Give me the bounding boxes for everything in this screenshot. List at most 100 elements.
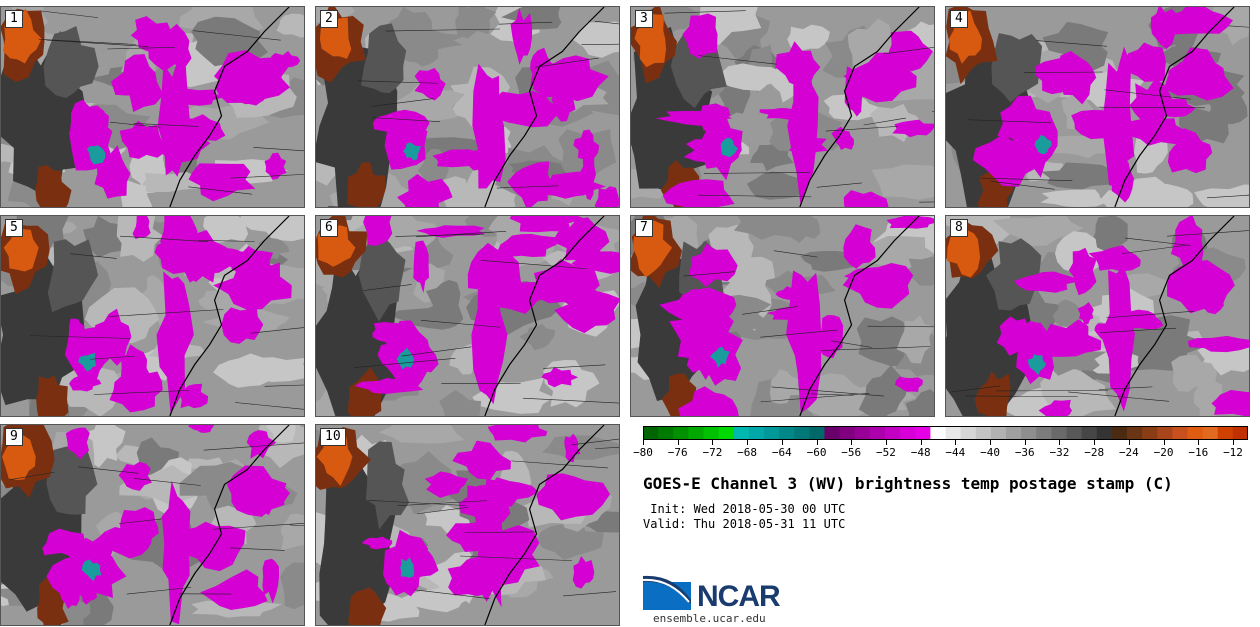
colorbar-tick bbox=[816, 440, 818, 445]
field-patch bbox=[541, 435, 619, 460]
field-patch bbox=[118, 461, 152, 491]
colorbar-swatch bbox=[975, 426, 992, 440]
panel-8: 8 bbox=[945, 215, 1250, 417]
state-boundary bbox=[358, 80, 438, 84]
colorbar-tick-label: −72 bbox=[702, 446, 723, 459]
state-boundary bbox=[742, 306, 798, 315]
panel-label: 7 bbox=[635, 219, 653, 237]
state-boundary bbox=[230, 174, 304, 179]
colorbar-swatch bbox=[1217, 426, 1234, 440]
field-patch bbox=[120, 179, 152, 207]
field-patch bbox=[1163, 7, 1234, 35]
field-patch bbox=[36, 375, 69, 416]
panel-label: 2 bbox=[320, 10, 338, 28]
field-patch bbox=[280, 562, 304, 610]
colorbar-swatch bbox=[1111, 426, 1128, 440]
colorbar-swatch bbox=[703, 426, 720, 440]
panel-map-9 bbox=[1, 425, 304, 625]
state-boundary bbox=[38, 39, 137, 45]
state-boundary bbox=[1121, 244, 1189, 254]
state-boundary bbox=[810, 393, 854, 396]
colorbar-swatch bbox=[1021, 426, 1037, 440]
colorbar-swatch bbox=[1066, 426, 1083, 440]
colorbar-tick-label: −28 bbox=[1084, 446, 1105, 459]
field-patch bbox=[1035, 57, 1077, 95]
colorbar-swatch bbox=[1187, 426, 1204, 440]
field-patch bbox=[77, 582, 101, 605]
state-boundary bbox=[821, 346, 931, 351]
panel-map-10 bbox=[316, 425, 619, 625]
colorbar-swatch bbox=[1202, 426, 1219, 440]
panel-map-8 bbox=[946, 216, 1249, 416]
field-patch bbox=[632, 218, 673, 278]
field-patch bbox=[594, 186, 619, 207]
field-patch bbox=[1100, 265, 1135, 412]
field-patch bbox=[413, 240, 430, 294]
colorbar-swatch bbox=[794, 426, 810, 440]
field-patch bbox=[842, 263, 914, 309]
figure-title: GOES-E Channel 3 (WV) brightness temp po… bbox=[643, 474, 1173, 493]
colorbar-swatch bbox=[673, 426, 689, 440]
colorbar-tick-label: −32 bbox=[1049, 446, 1070, 459]
field-patch bbox=[213, 50, 291, 105]
state-boundary bbox=[932, 111, 934, 112]
colorbar-tick-label: −44 bbox=[945, 446, 966, 459]
field-patch bbox=[1129, 78, 1175, 127]
colorbar-swatch bbox=[885, 426, 901, 440]
field-patch bbox=[111, 54, 164, 113]
field-patch bbox=[179, 383, 209, 409]
colorbar-swatch bbox=[1051, 426, 1067, 440]
state-boundary bbox=[1125, 237, 1191, 246]
field-patch bbox=[709, 346, 730, 368]
state-boundary bbox=[1167, 230, 1249, 237]
logo-url: ensemble.ucar.edu bbox=[653, 612, 766, 625]
colorbar-tick bbox=[990, 440, 992, 445]
field-patch bbox=[818, 315, 844, 359]
field-patch bbox=[871, 164, 934, 200]
field-patch bbox=[187, 425, 215, 433]
field-patch bbox=[119, 120, 167, 159]
field-patch bbox=[347, 161, 386, 207]
state-boundary bbox=[10, 471, 55, 480]
field-patch bbox=[3, 226, 39, 272]
field-patch bbox=[156, 271, 194, 415]
field-patch bbox=[1068, 247, 1097, 296]
state-boundary bbox=[825, 126, 898, 132]
field-patch bbox=[536, 473, 611, 521]
colorbar-tick-label: −80 bbox=[633, 446, 653, 459]
field-patch bbox=[1043, 135, 1116, 159]
state-boundary bbox=[965, 395, 1078, 397]
state-boundary bbox=[395, 233, 484, 237]
colorbar-swatch bbox=[900, 426, 916, 440]
field-patch bbox=[1117, 315, 1212, 371]
field-patch bbox=[361, 536, 393, 550]
field-patch bbox=[1188, 335, 1249, 353]
state-boundary bbox=[90, 355, 135, 360]
colorbar-tick bbox=[885, 440, 887, 445]
colorbar-swatch bbox=[764, 426, 780, 440]
field-patch bbox=[992, 216, 1084, 247]
field-patch bbox=[396, 347, 414, 370]
field-patch bbox=[157, 57, 191, 177]
field-patch bbox=[856, 316, 920, 367]
panel-label: 8 bbox=[950, 219, 968, 237]
field-patch bbox=[509, 216, 585, 233]
coastline bbox=[169, 7, 290, 207]
state-boundary bbox=[760, 392, 870, 403]
valid-time: Valid: Thu 2018-05-31 11 UTC bbox=[643, 517, 846, 531]
field-patch bbox=[678, 386, 739, 416]
field-patch bbox=[472, 63, 506, 189]
colorbar-swatch bbox=[945, 426, 962, 440]
colorbar-tick bbox=[1128, 440, 1130, 445]
state-boundary bbox=[990, 180, 1055, 190]
colorbar-swatch bbox=[718, 426, 735, 440]
field-patch bbox=[86, 145, 106, 165]
state-boundary bbox=[126, 587, 192, 595]
state-boundary bbox=[1098, 106, 1205, 109]
state-boundary bbox=[771, 386, 884, 397]
state-boundary bbox=[397, 500, 487, 507]
field-patch bbox=[390, 451, 453, 515]
colorbar-swatch bbox=[915, 426, 931, 440]
panel-10: 10 bbox=[315, 424, 620, 626]
field-patch bbox=[264, 152, 287, 180]
